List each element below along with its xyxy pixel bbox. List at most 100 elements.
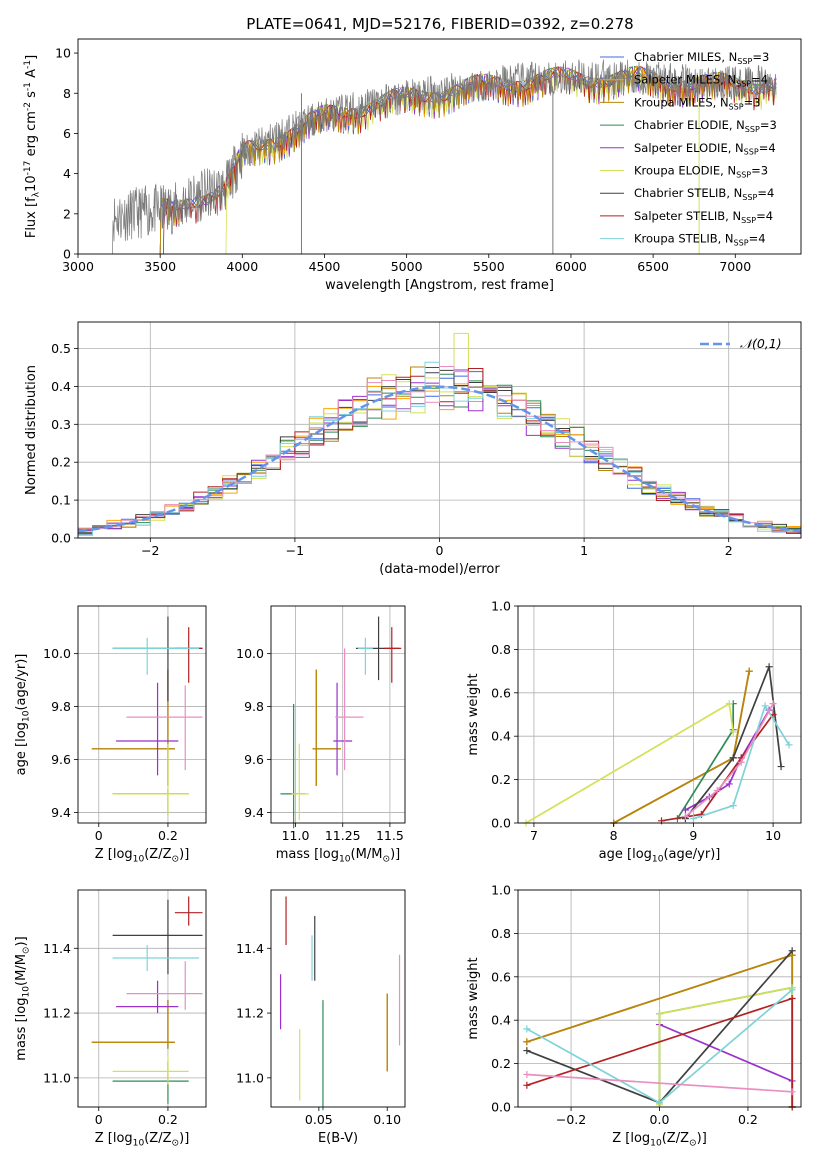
weight-marker — [788, 1088, 796, 1096]
plot-area — [78, 332, 801, 538]
weight-line — [613, 670, 751, 824]
histograms — [78, 332, 801, 538]
y-tick-label: 0.8 — [491, 926, 511, 941]
y-tick-label: 0.0 — [51, 531, 71, 546]
weight-marker — [745, 667, 753, 675]
weight-line — [684, 709, 770, 811]
x-tick-label: 11.0 — [282, 828, 310, 843]
panel-mass-age: 11.0 11.25 11.5 9.4 9.6 9.8 10.0 mass [log10​(M… — [236, 605, 406, 864]
weight-line — [676, 703, 735, 820]
legend-label: Salpeter ELODIE, NSSP​=4 — [634, 141, 776, 157]
y-tick-label: 9.6 — [244, 752, 264, 767]
legend-label: Kroupa ELODIE, NSSP​=3 — [634, 164, 768, 180]
axes-spines — [77, 889, 207, 1108]
x-tick-label: 6000 — [555, 259, 587, 274]
axes-frame: 0 0.2 11.0 11.2 11.4 Z [log10​(Z/Z⊙​)] mass [l… — [14, 889, 207, 1148]
weight-marker — [761, 702, 769, 710]
y-tick-label: 0.4 — [491, 729, 511, 744]
y-axis-label: Flux [fλ​10-17​ erg cm-2​ s-1​ A-1​] — [23, 55, 41, 238]
axes-frame: 0 0.2 9.4 9.6 9.8 10.0 Z [log10​(Z/Z⊙​)] age [l… — [14, 605, 207, 864]
axes-spines — [270, 889, 406, 1108]
y-tick-label: 0.0 — [491, 816, 511, 831]
y-axis-label: mass weight — [466, 673, 481, 755]
weight-marker — [523, 1081, 531, 1089]
x-tick-label: 10 — [765, 828, 781, 843]
weight-marker — [725, 700, 733, 708]
y-tick-label: 11.2 — [43, 1006, 71, 1021]
y-tick-label: 8 — [63, 86, 71, 101]
y-tick-label: 0.2 — [51, 455, 71, 470]
y-tick-label: 0.8 — [491, 642, 511, 657]
axes-frame: −2 −1 0 1 2 0.0 0.1 0.2 0.3 0.4 0.5 (data-model)/er… — [24, 321, 802, 577]
y-tick-label: 6 — [63, 126, 71, 141]
weight-marker — [713, 786, 721, 794]
weight-marker — [729, 802, 737, 810]
x-tick-label: 4000 — [226, 259, 258, 274]
y-tick-label: 9.8 — [51, 699, 71, 714]
x-axis-label: mass [log10​(M/M⊙​)] — [276, 847, 400, 864]
y-tick-label: 0 — [63, 247, 71, 262]
y-tick-label: 0.6 — [491, 685, 511, 700]
plot-area — [91, 896, 203, 1104]
x-tick-label: 0 — [436, 543, 444, 558]
x-tick-label: 0.0 — [650, 1112, 670, 1127]
weight-marker — [725, 780, 733, 788]
x-axis-label: Z [log10​(Z/Z⊙​)] — [95, 1131, 190, 1148]
x-tick-label: −1 — [286, 543, 304, 558]
y-axis-label: Normed distribution — [24, 365, 39, 495]
x-tick-label: 1 — [580, 543, 588, 558]
axes-frame: −0.2 0.0 0.2 0.0 0.2 0.4 0.6 0.8 1.0 Z [log10​(Z/… — [466, 883, 802, 1148]
y-axis-label: age [log10​(age/yr)] — [14, 654, 31, 776]
weight-marker — [681, 806, 689, 814]
panel-spectrum: 3000 3500 4000 4500 5000 5500 6000 6500 7000 0 2 4 6… — [23, 38, 802, 293]
x-axis-label: wavelength [Angstrom, rest frame] — [325, 278, 554, 293]
axes-spines — [270, 605, 406, 824]
plot-area — [522, 663, 793, 827]
panel-Z-mass: 0 0.2 11.0 11.2 11.4 Z [log10​(Z/Z⊙​)] mass [l… — [14, 889, 207, 1148]
x-axis-label: E(B-V) — [318, 1131, 358, 1146]
normal-reference-curve — [78, 385, 801, 533]
y-tick-label: 0.1 — [51, 493, 71, 508]
y-tick-label: 0.2 — [491, 772, 511, 787]
y-tick-label: 0.5 — [51, 341, 71, 356]
y-tick-label: 9.6 — [51, 752, 71, 767]
x-tick-label: 0.2 — [158, 1112, 178, 1127]
weight-marker — [523, 1070, 531, 1078]
axes-spines — [517, 605, 802, 824]
y-tick-label: 10.0 — [43, 646, 71, 661]
x-tick-label: 11.5 — [376, 828, 404, 843]
y-tick-label: 0.3 — [51, 417, 71, 432]
y-tick-label: 11.4 — [43, 941, 71, 956]
x-tick-label: 0.2 — [738, 1112, 758, 1127]
y-tick-label: 11.0 — [236, 1070, 264, 1085]
legend-label: Chabrier STELIB, NSSP​=4 — [634, 186, 774, 202]
x-tick-label: 0.10 — [373, 1112, 401, 1127]
axes-frame: 11.0 11.25 11.5 9.4 9.6 9.8 10.0 mass [log10​(M… — [236, 605, 406, 864]
x-tick-label: 2 — [725, 543, 733, 558]
legend-label: Kroupa STELIB, NSSP​=4 — [634, 232, 766, 248]
legend-label: Salpeter MILES, NSSP​=4 — [634, 73, 768, 89]
x-axis-label: Z [log10​(Z/Z⊙​)] — [95, 847, 190, 864]
weight-marker — [729, 754, 737, 762]
legend-label: Chabrier MILES, NSSP​=3 — [634, 50, 769, 66]
y-tick-label: 2 — [63, 206, 71, 221]
x-tick-label: 5000 — [391, 259, 423, 274]
figure-title: PLATE=0641, MJD=52176, FIBERID=0392, z=0… — [246, 15, 633, 33]
y-tick-label: 11.4 — [236, 941, 264, 956]
y-tick-label: 4 — [63, 166, 71, 181]
x-tick-label: 7000 — [719, 259, 751, 274]
x-tick-label: 5500 — [473, 259, 505, 274]
weight-marker — [765, 663, 773, 671]
y-tick-label: 9.4 — [51, 805, 71, 820]
weight-marker — [681, 812, 689, 820]
plot-area — [112, 59, 777, 254]
weight-marker — [523, 1038, 531, 1046]
y-tick-label: 9.8 — [244, 699, 264, 714]
weight-marker — [656, 1099, 663, 1107]
panel-ebv-mass: 0.05 0.10 11.0 11.2 11.4 E(B-V) — [236, 889, 406, 1146]
x-tick-label: 11.25 — [325, 828, 361, 843]
y-tick-label: 1.0 — [491, 883, 511, 898]
y-tick-label: 0.4 — [51, 379, 71, 394]
legend-label: Salpeter STELIB, NSSP​=4 — [634, 209, 773, 225]
weight-line — [659, 1023, 794, 1107]
